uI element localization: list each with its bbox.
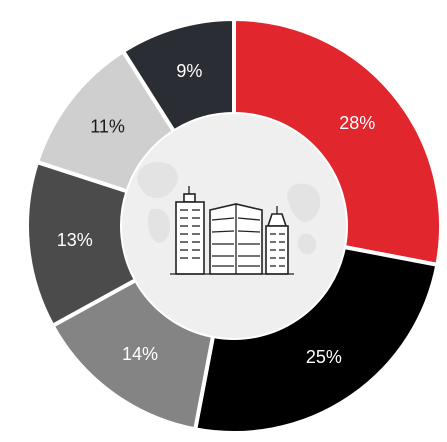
slice-label: 14%: [122, 344, 158, 364]
slices-group: [25, 16, 443, 435]
pie-slice: [120, 16, 236, 135]
slice-label: 28%: [339, 113, 375, 133]
city-buildings-icon: [170, 186, 294, 275]
slice-label: 13%: [57, 230, 93, 250]
world-map-background: [137, 161, 321, 255]
slice-labels-group: 28% 25% 14% 13% 11% 9%: [57, 61, 376, 367]
slice-label: 25%: [306, 347, 342, 367]
slice-label: 11%: [90, 117, 125, 137]
slice-label: 9%: [176, 61, 202, 81]
